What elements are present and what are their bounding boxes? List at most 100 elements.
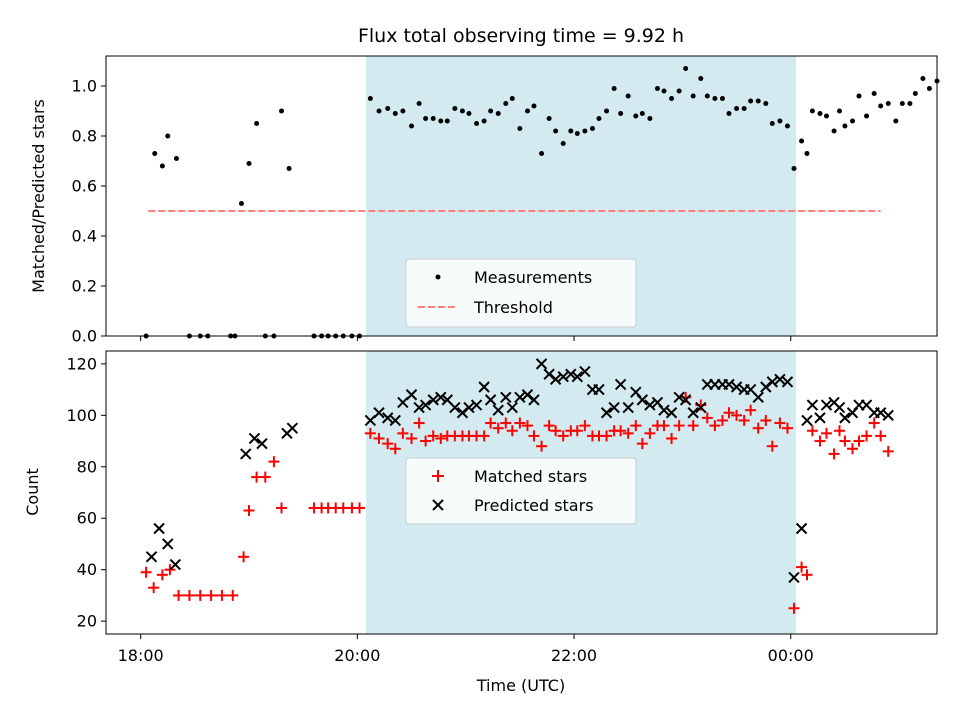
measurement-point [466,111,472,116]
measurement-point [823,113,829,119]
measurement-point [712,96,718,101]
matched-star-point [601,430,613,442]
predicted-star-point [795,522,808,535]
measurement-point [416,101,422,106]
bottom-panel-frame [105,350,938,635]
x-tick-label: 20:00 [334,646,380,665]
measurement-point [817,111,823,116]
matched-star-point [427,430,439,442]
matched-star-point [579,420,591,432]
measurement-point [719,96,725,101]
matched-star-point [148,582,160,594]
matched-star-point [205,589,217,601]
matched-star-point [846,443,858,455]
predicted-star-point [833,401,846,414]
matched-star-point [506,425,518,437]
measurement-point [734,106,740,111]
predicted-star-point [145,551,158,563]
matched-star-point [413,417,425,429]
measurement-point [582,128,588,134]
measurement-point [777,118,783,124]
matched-star-point [492,422,504,434]
predicted-star-point [600,407,613,419]
predicted-star-point [514,391,526,404]
matched-star-point [806,425,818,437]
measurement-point [246,161,252,166]
matched-star-point [766,440,778,452]
predicted-star-point [658,404,670,416]
matched-star-point [630,420,642,432]
measurements-legend-marker [435,274,441,280]
bottom-y-tick-label: 120 [66,354,97,373]
predicted-star-point [614,378,627,391]
predicted-star-point [435,391,447,404]
measurement-point [654,86,660,91]
predicted-star-point [528,394,540,406]
predicted-star-point [153,522,165,535]
matched-star-point [723,407,735,419]
predicted-star-point [874,407,887,419]
measurement-point [546,116,552,121]
bottom-y-tick-label: 60 [77,509,97,528]
measurement-point [589,126,595,131]
predicted-star-point [687,407,699,419]
predicted-star-point [470,399,483,411]
top-y-tick-label: 0.0 [72,327,97,346]
matched-star-point [382,438,394,450]
predicted-star-point [478,381,490,393]
measurement-point [704,93,710,99]
measurement-point [799,138,805,144]
matched-star-point [276,502,288,514]
predicted-star-point [571,371,584,383]
matched-star-point [543,420,555,432]
measurement-point [279,108,285,114]
bottom-y-tick-label: 100 [66,406,97,425]
matched-stars-series [140,391,894,614]
matched-star-point [389,443,401,455]
matched-star-point [478,430,490,442]
top-y-tick-label: 0.2 [72,277,97,296]
measurement-point [893,118,899,124]
measurement-point [769,121,775,126]
measurement-point [804,151,810,156]
predicted-star-point [381,412,394,424]
measurement-point [474,121,480,126]
matched-star-point [354,502,366,514]
matched-star-point [557,430,569,442]
predicted-star-point [240,448,252,460]
matched-star-point [435,432,447,444]
predicted-star-point [781,376,794,388]
predicted-star-point [506,401,518,414]
measurement-point [430,116,436,121]
predicted-star-point [427,394,439,406]
matched-star-point [868,417,880,429]
matched-star-point [406,432,418,444]
matched-star-point [140,566,152,578]
measurement-point [574,131,580,136]
measurement-point [524,108,530,114]
predicted-star-point [413,401,425,414]
measurement-point [625,93,631,99]
bottom-legend: Matched stars Predicted stars [405,457,637,525]
threshold-legend-label: Threshold [473,298,553,317]
top-legend: Measurements Threshold [405,258,637,328]
predicted-star-point [162,538,174,550]
top-y-tick-label: 0.8 [72,127,97,146]
measurement-point [856,93,862,99]
predicted-star-point [839,412,851,424]
matched-star-point [738,414,750,426]
predicted-star-point [565,368,577,380]
measurement-point [639,111,645,116]
matched-star-point [666,432,678,444]
measurement-point [238,201,244,206]
measurement-point [503,101,509,106]
predicted-star-point [665,407,678,419]
matched-star-point [839,435,851,447]
measurement-point [459,108,465,114]
matched-star-point [760,414,772,426]
matched-star-point [364,427,376,439]
matched-star-point [687,420,699,432]
matched-star-point [828,448,840,460]
